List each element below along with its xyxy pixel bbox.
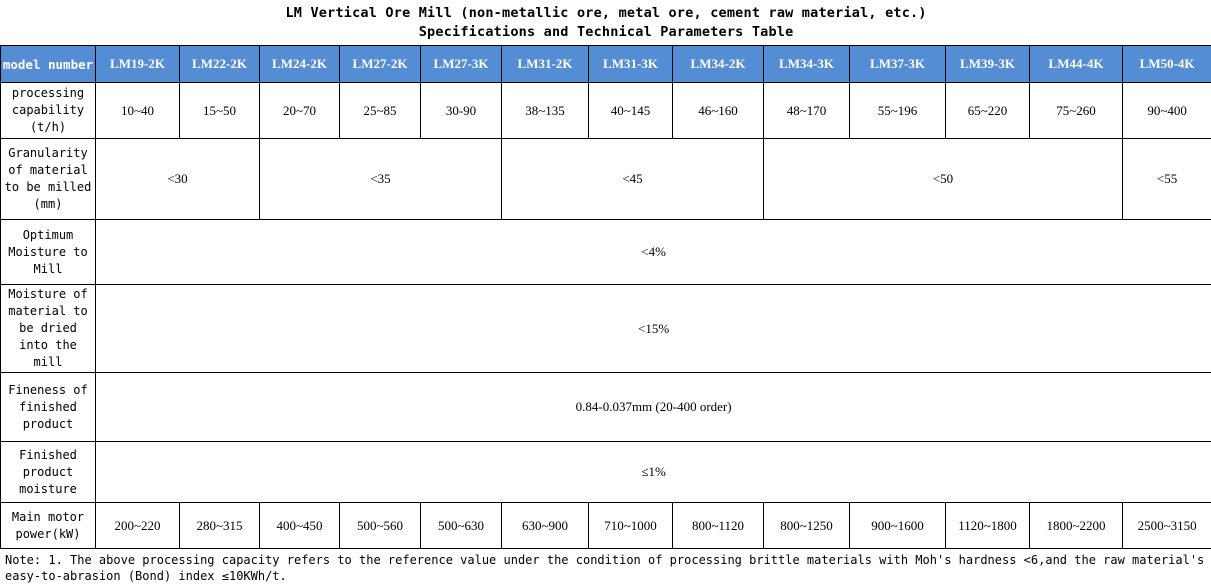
row-label-granularity: Granularity of material to be milled (mm… — [0, 138, 96, 220]
fineness-row: Fineness of finished product 0.84-0.037m… — [0, 372, 1211, 442]
title-row: LM Vertical Ore Mill (non-metallic ore, … — [0, 0, 1211, 46]
capability-cell: 40~145 — [588, 82, 673, 139]
dried-moisture-row: Moisture of material to be dried into th… — [0, 284, 1211, 373]
capability-row: processing capability (t/h) 10~40 15~50 … — [0, 82, 1211, 139]
motor-power-cell: 400~450 — [259, 502, 340, 549]
capability-cell: 15~50 — [179, 82, 260, 139]
row-label-fineness: Fineness of finished product — [0, 372, 96, 442]
capability-cell: 46~160 — [672, 82, 764, 139]
motor-power-cell: 500~560 — [339, 502, 421, 549]
motor-power-cell: 1800~2200 — [1029, 502, 1123, 549]
model-header: LM27-3K — [420, 45, 502, 83]
title-line-2: Specifications and Technical Parameters … — [418, 24, 794, 40]
capability-cell: 90~400 — [1121, 82, 1211, 139]
fineness-value: 0.84-0.037mm (20-400 order) — [94, 372, 1211, 442]
model-header: LM39-3K — [945, 45, 1030, 83]
motor-power-cell: 2500~3150 — [1121, 502, 1211, 549]
dried-moisture-value: <15% — [94, 284, 1211, 373]
model-header: LM27-2K — [339, 45, 421, 83]
header-label: model number — [0, 45, 96, 83]
motor-power-cell: 800~1250 — [763, 502, 850, 549]
capability-cell: 10~40 — [95, 82, 180, 139]
header-row: model number LM19-2K LM22-2K LM24-2K LM2… — [0, 45, 1211, 83]
motor-power-row: Main motor power(kW) 200~220 280~315 400… — [0, 502, 1211, 549]
capability-cell: 30-90 — [420, 82, 502, 139]
model-header: LM19-2K — [95, 45, 180, 83]
capability-cell: 20~70 — [259, 82, 340, 139]
model-header: LM31-3K — [588, 45, 673, 83]
granularity-cell: <50 — [763, 138, 1123, 220]
note-row: Note: 1. The above processing capacity r… — [0, 548, 1211, 587]
granularity-cell: <30 — [95, 138, 260, 220]
model-header: LM34-2K — [672, 45, 764, 83]
row-label-dried-moisture: Moisture of material to be dried into th… — [0, 284, 96, 373]
product-moisture-value: ≤1% — [94, 441, 1211, 503]
capability-cell: 25~85 — [339, 82, 421, 139]
motor-power-cell: 280~315 — [179, 502, 260, 549]
row-label-capability: processing capability (t/h) — [0, 82, 96, 139]
product-moisture-row: Finished product moisture ≤1% — [0, 441, 1211, 503]
motor-power-cell: 200~220 — [95, 502, 180, 549]
model-header: LM31-2K — [501, 45, 589, 83]
granularity-cell: <35 — [259, 138, 502, 220]
model-header: LM37-3K — [849, 45, 946, 83]
capability-cell: 65~220 — [945, 82, 1030, 139]
row-label-optimum-moisture: Optimum Moisture to Mill — [0, 219, 96, 285]
model-header: LM44-4K — [1029, 45, 1123, 83]
optimum-moisture-value: <4% — [94, 219, 1211, 285]
capability-cell: 75~260 — [1029, 82, 1123, 139]
capability-cell: 55~196 — [849, 82, 946, 139]
table-note: Note: 1. The above processing capacity r… — [0, 548, 1211, 587]
motor-power-cell: 710~1000 — [588, 502, 673, 549]
title-line-1: LM Vertical Ore Mill (non-metallic ore, … — [285, 5, 927, 21]
row-label-motor-power: Main motor power(kW) — [0, 502, 96, 549]
motor-power-cell: 800~1120 — [672, 502, 764, 549]
optimum-moisture-row: Optimum Moisture to Mill <4% — [0, 219, 1211, 285]
capability-cell: 38~135 — [501, 82, 589, 139]
row-label-product-moisture: Finished product moisture — [0, 441, 96, 503]
model-header: LM34-3K — [763, 45, 850, 83]
table-title: LM Vertical Ore Mill (non-metallic ore, … — [0, 0, 1211, 46]
model-header: LM24-2K — [259, 45, 340, 83]
granularity-cell: <55 — [1121, 138, 1211, 220]
granularity-cell: <45 — [501, 138, 764, 220]
motor-power-cell: 900~1600 — [849, 502, 946, 549]
granularity-row: Granularity of material to be milled (mm… — [0, 138, 1211, 220]
motor-power-cell: 500~630 — [420, 502, 502, 549]
capability-cell: 48~170 — [763, 82, 850, 139]
model-header: LM22-2K — [179, 45, 260, 83]
motor-power-cell: 1120~1800 — [945, 502, 1030, 549]
model-header: LM50-4K — [1121, 45, 1211, 83]
motor-power-cell: 630~900 — [501, 502, 589, 549]
